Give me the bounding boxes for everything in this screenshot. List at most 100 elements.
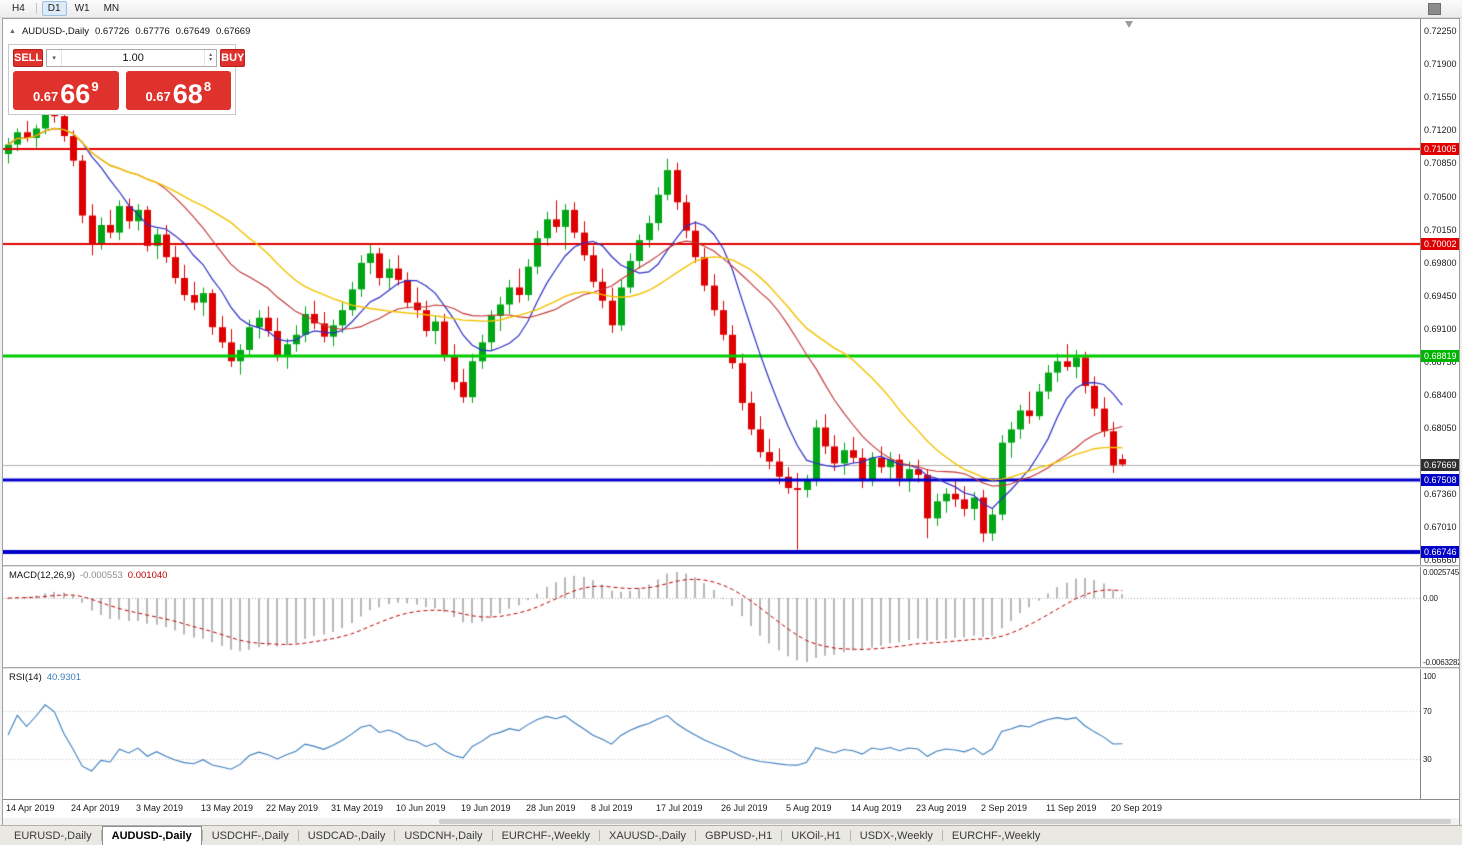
- scrollbar-thumb[interactable]: [439, 819, 1451, 824]
- time-axis-label: 17 Jul 2019: [656, 803, 703, 813]
- price-axis-label: 0.67360: [1424, 489, 1457, 499]
- sell-price-sup: 9: [91, 79, 99, 94]
- volume-dropdown-icon[interactable]: ▾: [47, 50, 63, 66]
- chart-window: ▲ AUDUSD-,Daily 0.67726 0.67776 0.67649 …: [2, 18, 1460, 825]
- time-axis-label: 11 Sep 2019: [1046, 803, 1097, 813]
- panel-splitter[interactable]: [3, 565, 1459, 567]
- price-chart-panel: ▲ AUDUSD-,Daily 0.67726 0.67776 0.67649 …: [3, 19, 1459, 565]
- price-axis-label: 0.69800: [1424, 258, 1457, 268]
- macd-axis-label: 0.00: [1423, 594, 1438, 603]
- price-axis-label: 0.70150: [1424, 225, 1457, 235]
- price-axis-label: 0.69100: [1424, 324, 1457, 334]
- close-value: 0.67669: [216, 26, 251, 37]
- tab-separator: [781, 830, 783, 841]
- panel-splitter[interactable]: [3, 667, 1459, 669]
- tab-separator: [491, 830, 493, 841]
- chart-tab-usdx-weekly[interactable]: USDX-,Weekly: [859, 829, 933, 842]
- chart-tab-eurchf-weekly[interactable]: EURCHF-,Weekly: [501, 829, 590, 842]
- spinner-down-icon[interactable]: ▾: [209, 57, 213, 63]
- window-square-icon[interactable]: [1428, 2, 1441, 15]
- macd-axis-label: 0.0025745: [1423, 568, 1459, 577]
- price-axis-label: 0.69450: [1424, 291, 1457, 301]
- low-value: 0.67649: [175, 26, 211, 37]
- horizontal-scrollbar[interactable]: [3, 818, 1459, 825]
- tab-separator: [394, 830, 396, 841]
- chart-tab-usdcad-daily[interactable]: USDCAD-,Daily: [307, 829, 386, 842]
- price-axis-label: 0.67010: [1424, 522, 1457, 532]
- timeframe-h4-button[interactable]: H4: [6, 1, 31, 16]
- buy-price-sup: 8: [203, 79, 212, 94]
- time-axis-label: 22 May 2019: [266, 803, 319, 813]
- macd-canvas[interactable]: [3, 567, 1420, 667]
- tab-separator: [695, 830, 696, 841]
- chart-shift-marker-icon[interactable]: [1125, 21, 1133, 28]
- rsi-canvas[interactable]: [3, 669, 1420, 799]
- sell-price-box[interactable]: 0.67 66 9: [13, 71, 119, 110]
- timeframe-w1-button[interactable]: W1: [69, 1, 96, 16]
- price-axis-badge: 0.67669: [1421, 459, 1459, 471]
- price-axis-label: 0.68400: [1424, 390, 1457, 400]
- price-axis-label: 0.68750: [1424, 357, 1457, 367]
- time-axis-label: 20 Sep 2019: [1111, 803, 1163, 813]
- macd-axis[interactable]: 0.0025745 0.00 -0.0063282: [1420, 567, 1459, 667]
- rsi-axis-label: 70: [1423, 707, 1432, 716]
- chart-tab-eurchf-weekly[interactable]: EURCHF-,Weekly: [951, 829, 1041, 842]
- time-axis-label: 31 May 2019: [331, 803, 384, 813]
- macd-signal-value: 0.001040: [127, 570, 168, 581]
- tab-separator: [849, 830, 851, 841]
- spinner-up-icon[interactable]: ▴: [209, 52, 213, 58]
- price-axis-badge: 0.67508: [1421, 474, 1459, 486]
- chart-tab-eurusd-daily[interactable]: EURUSD-,Daily: [14, 829, 92, 842]
- volume-field[interactable]: ▾ ▴▾: [46, 49, 218, 67]
- macd-title: MACD(12,26,9): [9, 570, 75, 581]
- volume-input[interactable]: [62, 50, 205, 66]
- time-axis-label: 2 Sep 2019: [981, 803, 1028, 813]
- macd-indicator-panel: MACD(12,26,9) -0.000553 0.001040 0.00257…: [3, 567, 1459, 667]
- time-axis[interactable]: 14 Apr 2019 24 Apr 2019 3 May 2019 13 May 2…: [3, 799, 1459, 825]
- tab-separator: [201, 830, 203, 841]
- chart-tab-xauusd-daily[interactable]: XAUUSD-,Daily: [608, 829, 686, 842]
- rsi-axis-label: 100: [1423, 672, 1436, 681]
- rsi-label: RSI(14) 40.9301: [9, 672, 81, 683]
- time-axis-label: 13 May 2019: [201, 803, 254, 813]
- one-click-trading-panel: SELL ▾ ▴▾ BUY 0.67 66 9 0.67: [8, 44, 246, 115]
- macd-axis-label: -0.0063282: [1423, 658, 1459, 667]
- high-value: 0.67776: [135, 26, 170, 37]
- timeframe-mn-button[interactable]: MN: [98, 1, 126, 16]
- buy-price-box[interactable]: 0.67 68 8: [125, 71, 231, 110]
- rsi-axis[interactable]: 100 70 30: [1420, 669, 1459, 799]
- time-axis-label: 28 Jun 2019: [526, 803, 576, 813]
- tab-separator: [598, 830, 600, 841]
- chart-tab-usdcnh-daily[interactable]: USDCNH-,Daily: [404, 829, 483, 842]
- open-value: 0.67726: [94, 26, 130, 37]
- rsi-title: RSI(14): [9, 672, 42, 683]
- sell-price-prefix: 0.67: [32, 89, 59, 104]
- rsi-value: 40.9301: [46, 672, 82, 683]
- chart-tab-ukoil-h1[interactable]: UKOil-,H1: [791, 829, 841, 842]
- sell-price-big: 66: [60, 79, 91, 109]
- time-axis-label: 24 Apr 2019: [71, 803, 120, 813]
- price-axis[interactable]: 0.72250 0.71900 0.71550 0.71200 0.70850 0.705…: [1420, 19, 1459, 565]
- volume-spinner[interactable]: ▴ ▾: [204, 50, 216, 66]
- chart-tab-gbpusd-h1[interactable]: GBPUSD-,H1: [705, 829, 773, 842]
- chart-tab-usdchf-daily[interactable]: USDCHF-,Daily: [211, 829, 289, 842]
- collapse-panel-icon[interactable]: ▲: [9, 28, 16, 35]
- buy-button[interactable]: BUY: [220, 49, 246, 67]
- price-axis-label: 0.71550: [1424, 92, 1457, 102]
- time-axis-label: 3 May 2019: [136, 803, 184, 813]
- chart-tab-audusd-daily[interactable]: AUDUSD-,Daily: [101, 826, 202, 845]
- chart-symbol-label: AUDUSD-,Daily: [21, 26, 89, 37]
- chart-ohlc-header: ▲ AUDUSD-,Daily 0.67726 0.67776 0.67649 …: [9, 26, 250, 37]
- time-axis-label: 19 Jun 2019: [461, 803, 511, 813]
- sell-button[interactable]: SELL: [13, 49, 44, 67]
- time-axis-label: 8 Jul 2019: [591, 803, 633, 813]
- price-axis-label: 0.70500: [1424, 192, 1457, 202]
- toolbar-separator: [35, 3, 37, 14]
- tab-separator: [297, 830, 299, 841]
- price-axis-label: 0.66660: [1424, 555, 1457, 565]
- main-chart-canvas[interactable]: [3, 19, 1420, 565]
- timeframe-d1-button[interactable]: D1: [41, 1, 67, 16]
- time-axis-label: 10 Jun 2019: [396, 803, 446, 813]
- time-axis-label: 23 Aug 2019: [916, 803, 967, 813]
